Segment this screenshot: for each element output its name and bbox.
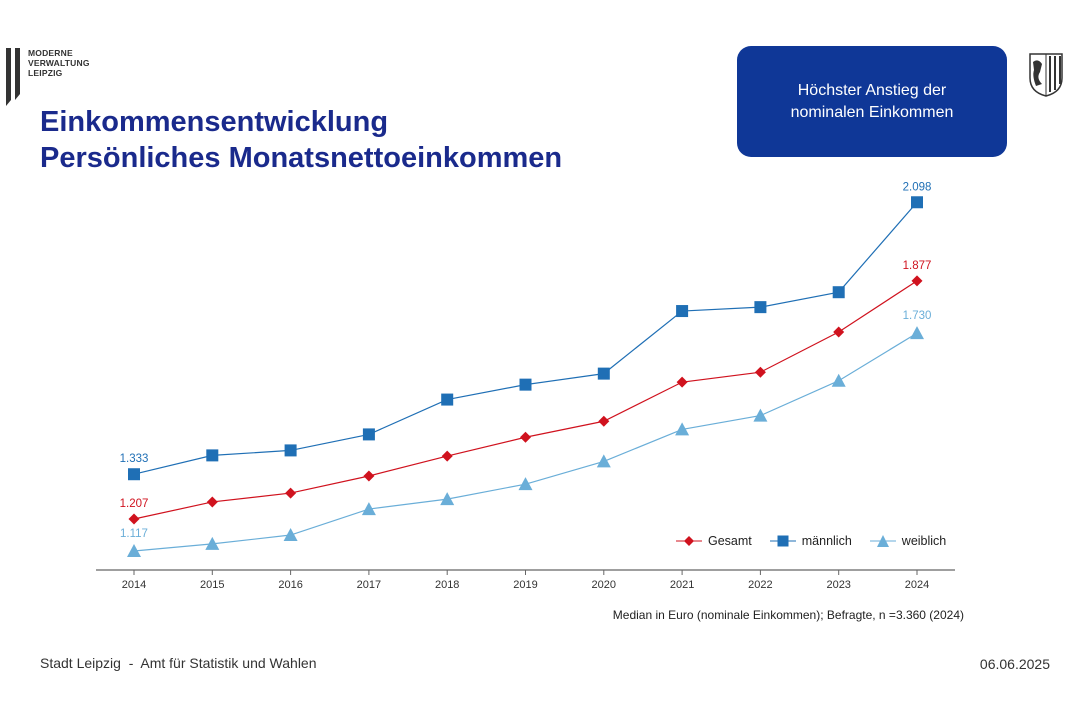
data-label: 1.117 xyxy=(120,528,148,540)
data-label: 2.098 xyxy=(903,181,932,193)
x-tick-label: 2023 xyxy=(826,579,850,591)
legend-label: männlich xyxy=(801,534,852,548)
x-tick-label: 2017 xyxy=(357,579,381,591)
data-point xyxy=(363,470,375,482)
data-point xyxy=(128,513,140,525)
title-line-2: Persönliches Monatsnettoeinkommen xyxy=(40,142,563,174)
data-point xyxy=(205,536,220,550)
data-point xyxy=(754,301,767,314)
x-tick-label: 2021 xyxy=(670,579,694,591)
logo-bars-icon xyxy=(6,48,20,106)
data-point xyxy=(832,286,845,299)
data-point xyxy=(520,431,531,443)
legend-item-maennlich: männlich xyxy=(769,534,852,548)
data-point xyxy=(596,454,611,468)
data-point xyxy=(519,378,532,391)
data-label: 1.333 xyxy=(120,453,149,465)
data-point xyxy=(285,487,297,499)
data-point xyxy=(831,373,846,387)
logo-text: MODERNE VERWALTUNG LEIPZIG xyxy=(28,48,90,78)
logo-line: LEIPZIG xyxy=(28,68,63,78)
data-point xyxy=(206,496,218,508)
triangle-marker-icon xyxy=(869,535,896,547)
square-marker-icon xyxy=(769,535,796,547)
page-title: Einkommensentwicklung Persönliches Monat… xyxy=(40,104,562,176)
data-point xyxy=(206,449,219,462)
data-label: 1.877 xyxy=(903,260,932,272)
chart-legend: Gesamt männlich weiblich xyxy=(676,534,946,548)
data-point xyxy=(284,444,297,457)
x-tick-label: 2024 xyxy=(905,579,929,591)
data-point xyxy=(910,326,924,340)
legend-item-gesamt: Gesamt xyxy=(676,534,752,548)
legend-label: weiblich xyxy=(901,534,947,548)
x-tick-label: 2020 xyxy=(592,579,616,591)
logo-line: VERWALTUNG xyxy=(28,58,90,68)
chart-note: Median in Euro (nominale Einkommen); Bef… xyxy=(612,608,964,622)
data-point xyxy=(518,477,533,491)
diamond-marker-icon xyxy=(676,536,702,546)
footer-source: Stadt Leipzig - Amt für Statistik und Wa… xyxy=(40,655,317,671)
logo-line: MODERNE xyxy=(28,48,73,58)
title-line-1: Einkommensentwicklung xyxy=(40,106,389,138)
data-point xyxy=(362,428,375,441)
x-tick-label: 2015 xyxy=(200,579,224,591)
data-point xyxy=(753,408,768,422)
data-point xyxy=(598,415,610,427)
data-point xyxy=(128,468,140,481)
x-tick-label: 2014 xyxy=(122,579,146,591)
data-label: 1.730 xyxy=(903,310,932,322)
callout-line-2: nominalen Einkommen xyxy=(790,103,954,121)
data-point xyxy=(676,376,688,388)
x-tick-label: 2022 xyxy=(748,579,772,591)
x-tick-label: 2018 xyxy=(435,579,459,591)
data-label: 1.207 xyxy=(120,498,149,510)
data-point xyxy=(911,196,923,209)
data-point xyxy=(911,275,923,287)
data-point xyxy=(597,367,610,380)
data-point xyxy=(754,366,766,378)
data-point xyxy=(361,502,376,516)
data-point xyxy=(833,326,845,338)
legend-label: Gesamt xyxy=(708,534,752,548)
data-point xyxy=(675,422,690,436)
data-point xyxy=(441,450,453,462)
callout-box: Höchster Anstieg der nominalen Einkommen xyxy=(737,46,1007,157)
coat-of-arms-icon xyxy=(1029,53,1063,97)
data-point xyxy=(676,305,689,318)
data-point xyxy=(441,393,454,406)
callout-line-1: Höchster Anstieg der xyxy=(797,81,947,99)
data-point xyxy=(127,544,141,558)
x-tick-label: 2019 xyxy=(513,579,537,591)
footer-date: 06.06.2025 xyxy=(979,656,1050,672)
data-point xyxy=(440,492,455,506)
x-tick-label: 2016 xyxy=(278,579,302,591)
legend-item-weiblich: weiblich xyxy=(869,534,947,548)
data-point xyxy=(283,528,298,542)
